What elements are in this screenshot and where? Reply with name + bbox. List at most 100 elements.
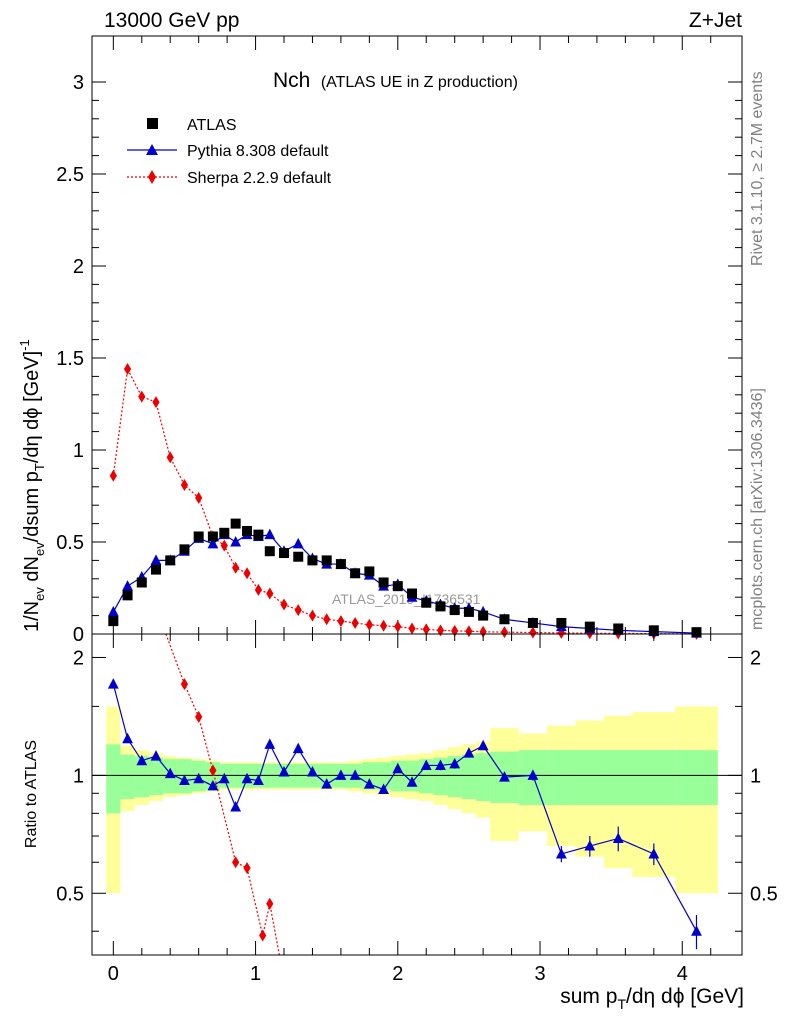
ratio-ylabel: Ratio to ATLAS bbox=[23, 740, 40, 848]
top-panel-title: Nch (ATLAS UE in Z production) bbox=[273, 69, 518, 92]
top-atlas-point bbox=[613, 623, 624, 634]
top-pythia-series bbox=[107, 528, 702, 638]
top-atlas-point bbox=[584, 621, 595, 632]
top-atlas-point bbox=[151, 564, 162, 575]
top-ytick-label: 0 bbox=[73, 624, 84, 646]
ratio-pythia-point bbox=[193, 772, 205, 784]
top-atlas-point bbox=[527, 617, 538, 628]
top-atlas-point bbox=[122, 590, 133, 601]
ratio-pythia-point bbox=[253, 774, 264, 786]
top-sherpa-point bbox=[436, 624, 445, 637]
ratio-axis-ticks: 0.5 0.5 1 1 2 2 0 1 2 3 4 bbox=[56, 634, 778, 985]
ratio-pythia-point bbox=[107, 678, 119, 689]
top-atlas-point bbox=[435, 601, 446, 612]
top-ytick-label: 1.5 bbox=[56, 348, 84, 370]
top-axis-ticks: 0 0.5 1 1.5 2 2.5 3 bbox=[56, 36, 742, 646]
ratio-pythia-point bbox=[499, 771, 510, 782]
ratio-pythia-point bbox=[420, 759, 432, 770]
title-main: Nch bbox=[273, 69, 310, 92]
ratio-sherpa-point bbox=[180, 678, 189, 691]
ratio-pythia-point bbox=[392, 762, 404, 774]
top-pythia-point bbox=[292, 537, 304, 549]
top-sherpa-point bbox=[280, 598, 288, 611]
top-atlas-point bbox=[691, 627, 702, 638]
ratio-pythia-point bbox=[555, 847, 567, 859]
top-sherpa-point bbox=[529, 626, 537, 639]
top-sherpa-point bbox=[394, 620, 402, 633]
top-atlas-point bbox=[242, 525, 253, 536]
ratio-xtick-label: 3 bbox=[534, 963, 545, 985]
top-sherpa-point bbox=[195, 491, 203, 504]
top-sherpa-point bbox=[323, 613, 331, 626]
top-ytick-label: 0.5 bbox=[56, 532, 84, 554]
top-sherpa-point bbox=[152, 396, 160, 409]
ratio-ytick-label-right: 1 bbox=[750, 765, 761, 787]
ratio-pythia-point bbox=[230, 801, 242, 812]
ratio-pythia-point bbox=[218, 772, 230, 784]
ratio-pythia-point bbox=[584, 840, 596, 851]
ratio-band-inner bbox=[547, 750, 576, 806]
top-atlas-point bbox=[108, 616, 119, 627]
top-atlas-point bbox=[378, 577, 389, 588]
ratio-pythia-point bbox=[179, 774, 190, 786]
ratio-band-inner bbox=[362, 762, 377, 790]
top-atlas-point bbox=[335, 559, 346, 570]
ratio-pythia-point bbox=[122, 732, 133, 744]
top-atlas-point bbox=[279, 548, 290, 559]
top-atlas-point bbox=[463, 606, 474, 617]
top-sherpa-point bbox=[351, 616, 359, 629]
top-atlas-point bbox=[293, 551, 304, 562]
top-atlas-point bbox=[421, 597, 432, 608]
ratio-ytick-label: 2 bbox=[73, 647, 84, 669]
top-atlas-point bbox=[165, 555, 176, 566]
side-label-bottom: mcplots.cern.ch [arXiv:1306.3436] bbox=[749, 388, 766, 630]
top-sherpa-point bbox=[308, 609, 317, 622]
ratio-band-inner bbox=[134, 756, 149, 798]
ratio-sherpa-point bbox=[280, 974, 287, 986]
watermark: ATLAS_2019_I1736531 bbox=[332, 591, 481, 607]
ratio-xtick-label: 4 bbox=[677, 963, 688, 985]
ratio-sherpa-series bbox=[165, 634, 287, 986]
top-sherpa-point bbox=[220, 539, 228, 552]
top-sherpa-point bbox=[294, 604, 302, 617]
top-sherpa-point bbox=[254, 583, 263, 596]
ratio-pythia-point bbox=[241, 772, 253, 784]
ratio-panel-frame bbox=[91, 633, 743, 956]
title-sub: (ATLAS UE in Z production) bbox=[321, 74, 518, 91]
ratio-pythia-point bbox=[406, 776, 418, 787]
ratio-pythia-point bbox=[477, 739, 489, 751]
legend-atlas-marker bbox=[147, 118, 158, 129]
ratio-band-inner bbox=[604, 750, 633, 806]
top-pythia-point bbox=[150, 554, 162, 565]
ratio-pythia-series bbox=[107, 678, 702, 950]
xlabel: sum pT/dη dϕ [GeV] bbox=[560, 985, 744, 1012]
ratio-sherpa-point bbox=[232, 856, 240, 869]
ratio-band-inner bbox=[476, 753, 491, 802]
top-atlas-point bbox=[179, 544, 190, 555]
top-sherpa-point bbox=[365, 618, 373, 631]
ratio-sherpa-point bbox=[209, 764, 217, 777]
top-atlas-point bbox=[392, 581, 403, 592]
ratio-xtick-label: 1 bbox=[250, 963, 261, 985]
legend: ATLAS Pythia 8.308 default Sherpa 2.2.9 … bbox=[127, 117, 332, 187]
ratio-pythia-point bbox=[449, 757, 461, 769]
top-atlas-point bbox=[350, 568, 361, 579]
top-atlas-series bbox=[108, 518, 702, 638]
ratio-pythia-point bbox=[612, 832, 624, 843]
ratio-pythia-point bbox=[307, 765, 318, 777]
top-sherpa-point bbox=[138, 390, 146, 403]
ratio-xtick-label: 2 bbox=[392, 963, 403, 985]
ratio-pythia-point bbox=[648, 847, 660, 859]
ratio-sherpa-point bbox=[243, 862, 251, 875]
header-left: 13000 GeV pp bbox=[104, 9, 239, 32]
top-sherpa-point bbox=[180, 478, 189, 491]
legend-atlas-label: ATLAS bbox=[187, 117, 237, 134]
ratio-ytick-label: 0.5 bbox=[56, 883, 84, 905]
ratio-pythia-point bbox=[691, 925, 702, 936]
legend-pythia-label: Pythia 8.308 default bbox=[187, 143, 329, 160]
top-pythia-point bbox=[122, 580, 133, 591]
top-ytick-label: 3 bbox=[73, 72, 84, 94]
ratio-pythia-point bbox=[136, 754, 148, 766]
ratio-band-inner bbox=[106, 744, 121, 814]
